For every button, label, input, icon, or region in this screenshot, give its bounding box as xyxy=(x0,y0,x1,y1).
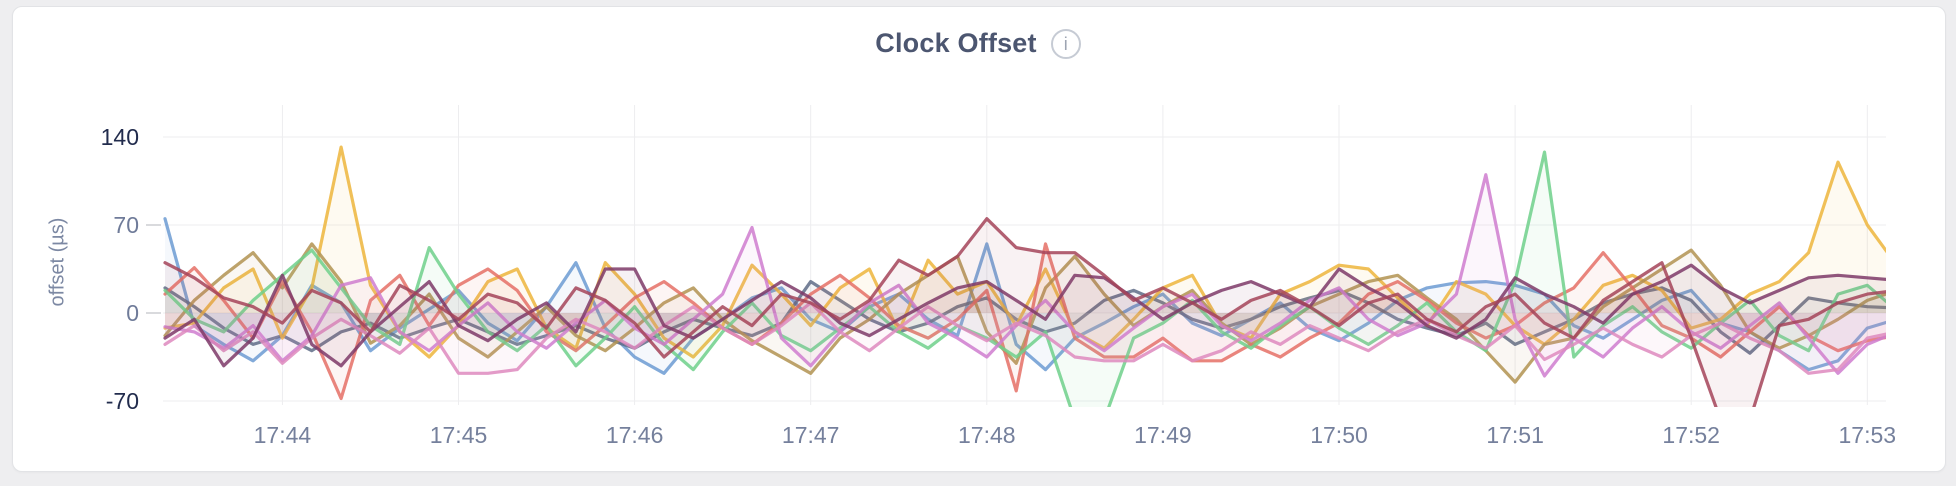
series-line-series-10 xyxy=(163,217,1886,407)
series-line-series-6 xyxy=(163,150,1886,407)
chart-header: Clock Offset i xyxy=(0,28,1956,59)
series-area-series-5 xyxy=(165,243,1886,399)
x-tick-label: 17:46 xyxy=(606,422,664,448)
series-area-series-9 xyxy=(165,265,1886,366)
x-tick-label: 17:44 xyxy=(254,422,312,448)
chart-panel-card xyxy=(12,6,1946,472)
y-tick-label: 70 xyxy=(113,212,139,238)
series-line-series-7 xyxy=(163,173,1886,378)
x-tick-label: 17:51 xyxy=(1486,422,1544,448)
x-tick-label: 17:50 xyxy=(1310,422,1368,448)
series-area-series-6 xyxy=(165,152,1886,407)
series-area-series-10 xyxy=(165,218,1886,407)
y-tick-label: 140 xyxy=(101,124,139,150)
x-tick-label: 17:49 xyxy=(1134,422,1192,448)
x-tick-label: 17:47 xyxy=(782,422,840,448)
x-tick-label: 17:48 xyxy=(958,422,1016,448)
y-tick-label: 0 xyxy=(126,300,139,326)
series-area-series-8 xyxy=(165,302,1886,374)
series-line-series-5 xyxy=(163,242,1886,401)
series-area-series-4 xyxy=(165,243,1886,383)
y-axis-title: offset (µs) xyxy=(46,217,69,307)
chart-title: Clock Offset xyxy=(875,28,1037,58)
series-area-series-3 xyxy=(165,147,1886,357)
series-line-series-8 xyxy=(163,301,1886,375)
series-group xyxy=(163,145,1886,407)
series-line-series-9 xyxy=(163,263,1886,368)
info-icon[interactable]: i xyxy=(1050,28,1081,59)
x-tick-label: 17:53 xyxy=(1839,422,1897,448)
info-icon-glyph: i xyxy=(1063,33,1068,54)
x-tick-label: 17:52 xyxy=(1662,422,1720,448)
y-tick-label: -70 xyxy=(106,388,139,414)
axis-labels: 140 70 0 -70 17:44 17:45 17:46 17:47 17:48 17:49 1… xyxy=(101,124,1896,448)
x-tick-label: 17:45 xyxy=(430,422,488,448)
